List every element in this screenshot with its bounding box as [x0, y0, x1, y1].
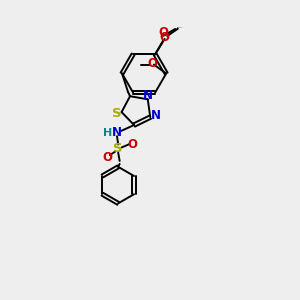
- Text: S: S: [113, 142, 123, 155]
- Text: O: O: [127, 138, 137, 151]
- Text: O: O: [148, 57, 158, 70]
- Text: O: O: [102, 151, 112, 164]
- Text: N: N: [151, 109, 160, 122]
- Text: O: O: [160, 31, 170, 44]
- Text: N: N: [143, 89, 153, 102]
- Text: N: N: [112, 126, 122, 139]
- Text: methoxy: methoxy: [177, 26, 183, 28]
- Text: O: O: [158, 26, 168, 39]
- Text: S: S: [112, 107, 122, 120]
- Text: H: H: [103, 128, 112, 138]
